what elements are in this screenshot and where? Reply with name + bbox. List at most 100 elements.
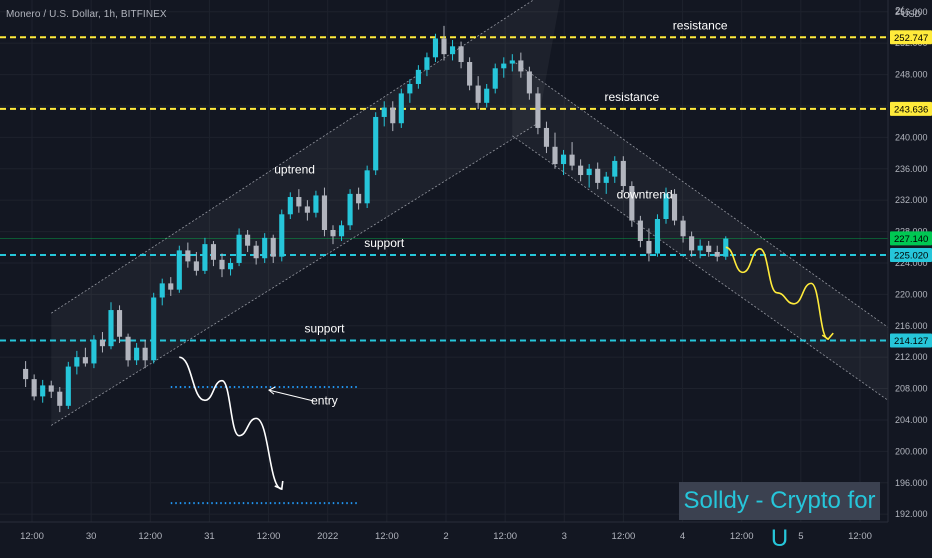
time-tick-label: 12:00	[493, 531, 517, 542]
candle-body	[364, 170, 370, 204]
time-tick-label: 2	[443, 531, 448, 542]
price-tick-label: 216.000	[895, 321, 928, 331]
candle-body	[407, 83, 413, 94]
candle-body	[134, 347, 140, 361]
candle-body	[620, 160, 626, 187]
price-marker-bg	[890, 101, 932, 116]
candle-body	[560, 154, 567, 165]
candle-body	[458, 46, 464, 63]
time-tick-label: 12:00	[20, 531, 44, 542]
time-tick-label: 30	[86, 531, 97, 542]
candle-body	[99, 339, 106, 347]
candle-body	[40, 385, 46, 397]
candle-body	[671, 193, 678, 221]
axis-corner-label: 2(	[895, 6, 904, 17]
projection-arrowhead	[821, 332, 834, 341]
time-tick-label: 5	[798, 531, 803, 542]
candle-body	[185, 250, 191, 262]
level-label: support	[364, 236, 405, 250]
price-tick-label: 212.000	[895, 352, 928, 362]
candle-body	[518, 60, 524, 72]
candle-body	[680, 220, 686, 237]
candle-body	[603, 176, 609, 183]
candle-body	[159, 283, 165, 298]
candle-body	[501, 63, 507, 69]
candle-body	[168, 283, 174, 290]
annotation-label: entry	[311, 393, 338, 407]
level-label: support	[304, 321, 345, 335]
time-tick-label: 12:00	[612, 531, 636, 542]
candle-body	[663, 193, 669, 220]
price-tick-label: 248.000	[895, 70, 928, 80]
candle-body	[637, 220, 643, 241]
candle-body	[313, 195, 319, 213]
candle-body	[91, 339, 97, 364]
time-tick-label: 2022	[317, 531, 338, 542]
price-tick-label: 200.000	[895, 446, 928, 456]
channel-up-lower	[51, 122, 539, 426]
price-marker-label: 214.127	[894, 336, 928, 347]
price-tick-label: 256.000	[895, 7, 928, 17]
time-tick-label: 12:00	[848, 531, 872, 542]
time-tick-label: 12:00	[375, 531, 399, 542]
time-tick-label: 12:00	[730, 531, 754, 542]
candle-body	[449, 46, 456, 55]
candle-body	[424, 57, 430, 70]
candle-body	[193, 261, 199, 271]
candle-body	[629, 186, 635, 221]
candle-body	[176, 250, 182, 290]
candle-body	[321, 195, 328, 230]
candle-body	[108, 310, 114, 347]
candle-body	[586, 168, 592, 176]
currency-label[interactable]: USD	[902, 9, 922, 19]
candle-body	[552, 146, 558, 165]
price-marker-bg	[890, 30, 932, 45]
candle-body	[509, 60, 515, 64]
price-marker-bg	[890, 247, 932, 262]
candle-body	[236, 234, 242, 263]
candle-body	[304, 206, 310, 213]
time-tick-label: 3	[562, 531, 567, 542]
price-marker-label: 252.747	[894, 33, 928, 44]
price-tick-label: 192.000	[895, 509, 928, 519]
candle-body	[279, 214, 285, 257]
price-tick-label: 232.000	[895, 195, 928, 205]
channel-up-upper	[51, 0, 535, 314]
channel-down-lower	[512, 135, 889, 401]
price-tick-label: 204.000	[895, 415, 928, 425]
candle-body	[467, 62, 473, 86]
candle-body	[270, 237, 276, 257]
candle-body	[390, 107, 396, 124]
price-tick-label: 224.000	[895, 258, 928, 268]
candle-body	[373, 116, 379, 171]
candle-body	[74, 357, 80, 367]
price-marker-label: 225.020	[894, 250, 928, 261]
candle-body	[543, 127, 550, 147]
channel-down-fill	[512, 60, 888, 401]
price-axis-bg	[888, 0, 932, 550]
watermark-badge: Solldy - Crypto for U	[679, 482, 880, 552]
level-label: resistance	[673, 18, 728, 32]
candle-body	[415, 69, 421, 84]
candle-body	[245, 234, 251, 246]
candle-body	[612, 160, 618, 177]
candle-body	[227, 262, 234, 270]
candle-body	[287, 197, 293, 215]
time-tick-label: 4	[680, 531, 685, 542]
candle-body	[492, 68, 498, 89]
price-tick-label: 240.000	[895, 132, 928, 142]
candle-body	[381, 107, 387, 117]
price-tick-label: 236.000	[895, 164, 928, 174]
price-marker-bg	[890, 231, 932, 246]
candle-body	[31, 379, 37, 397]
time-tick-label: 12:00	[138, 531, 162, 542]
candle-body	[125, 336, 131, 361]
candle-body	[116, 310, 123, 337]
candle-body	[484, 88, 490, 103]
candle-body	[253, 245, 259, 259]
price-tick-label: 220.000	[895, 289, 928, 299]
annotation-label: downtrend	[617, 188, 673, 202]
candle-body	[23, 368, 29, 380]
